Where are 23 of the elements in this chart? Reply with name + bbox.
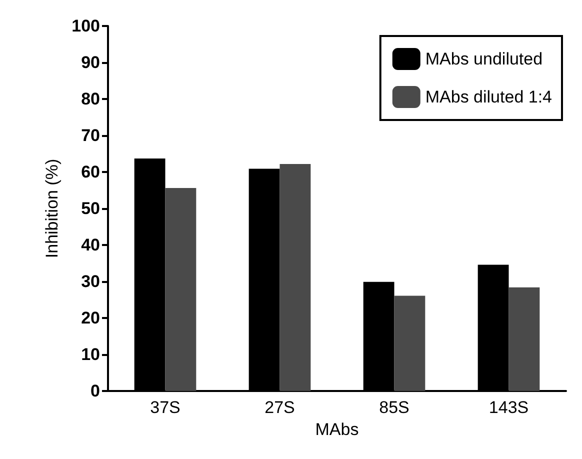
bar bbox=[165, 188, 196, 391]
y-tick-label: 100 bbox=[72, 16, 100, 36]
y-tick-label: 0 bbox=[90, 382, 100, 400]
x-axis-title: MAbs bbox=[315, 420, 359, 439]
bar bbox=[394, 296, 426, 391]
y-tick-label: 10 bbox=[81, 345, 100, 364]
legend-label: MAbs diluted 1:4 bbox=[425, 88, 552, 106]
y-tick-label: 70 bbox=[81, 126, 100, 145]
y-tick-label: 80 bbox=[81, 90, 100, 108]
y-tick-label: 60 bbox=[81, 162, 100, 182]
x-tick-label: 85S bbox=[379, 398, 410, 417]
bar bbox=[508, 287, 540, 391]
y-tick-label: 50 bbox=[81, 199, 100, 218]
y-tick-label: 30 bbox=[81, 272, 100, 291]
legend-label: MAbs undiluted bbox=[425, 50, 543, 68]
y-axis-title: Inhibition (%) bbox=[42, 158, 62, 258]
y-tick-label: 40 bbox=[81, 236, 100, 254]
x-tick-label: 37S bbox=[150, 398, 180, 417]
y-tick-label: 20 bbox=[81, 308, 100, 328]
bar bbox=[280, 164, 311, 391]
y-tick-label: 90 bbox=[81, 53, 100, 72]
x-tick-label: 27S bbox=[264, 398, 295, 417]
x-tick-label: 143S bbox=[488, 398, 529, 417]
